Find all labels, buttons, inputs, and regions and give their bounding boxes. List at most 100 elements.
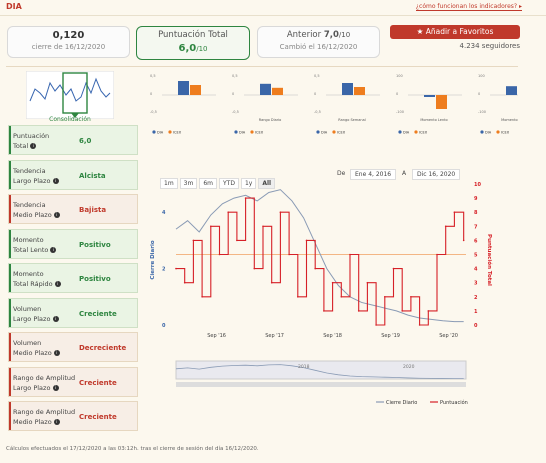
- indicator-card[interactable]: Rango de Amplitud Medio Plazo i Creciente: [8, 401, 138, 431]
- range-button-3m[interactable]: 3m: [179, 178, 198, 189]
- mini-bar-icex: [436, 95, 447, 109]
- legend-dot-icon: [398, 130, 402, 134]
- indicator-accent: [9, 264, 11, 292]
- previous-score-card: Anterior 7,0/10 Cambió el 16/12/2020: [257, 26, 380, 58]
- legend-dot-icon: [414, 130, 418, 134]
- range-button-ytd[interactable]: YTD: [219, 178, 239, 189]
- y-tick-left: 2: [162, 267, 166, 273]
- indicator-label-line2: Medio Plazo: [13, 418, 52, 426]
- mini-indicator-charts: 0,5 0 -0,5 DIA ICEX 0,5 0 -0,5 Rango Diario DIA IC…: [150, 74, 518, 135]
- date-from-input[interactable]: Ene 4, 2016: [350, 169, 397, 180]
- range-button-1y[interactable]: 1y: [240, 178, 257, 189]
- indicator-value: Decreciente: [79, 344, 127, 352]
- x-tick-label: Sep '16: [207, 333, 226, 339]
- indicator-card[interactable]: Puntuación Total i 6,0: [8, 125, 138, 155]
- score-point: [218, 253, 221, 256]
- legend-dia: DIA: [485, 131, 492, 135]
- ticker-symbol: DIA: [6, 2, 22, 11]
- range-button-all[interactable]: All: [258, 178, 276, 189]
- navigator[interactable]: [175, 360, 467, 380]
- indicator-card[interactable]: Volumen Largo Plazo i Creciente: [8, 297, 138, 328]
- mini-tick-label: -100: [396, 110, 404, 114]
- info-icon[interactable]: i: [52, 177, 59, 184]
- y-tick-left: 4: [162, 210, 166, 216]
- indicator-card[interactable]: Tendencia Medio Plazo i Bajista: [8, 194, 138, 224]
- score-point: [418, 324, 421, 326]
- score-point: [227, 211, 229, 213]
- score-point: [331, 281, 334, 284]
- indicator-card[interactable]: Tendencia Largo Plazo i Alcista: [8, 159, 138, 190]
- mini-tick-label: 0,5: [314, 74, 320, 78]
- indicator-card[interactable]: Volumen Medio Plazo i Decreciente: [8, 332, 138, 362]
- score-point: [375, 324, 377, 326]
- info-icon[interactable]: i: [52, 315, 59, 322]
- y-tick-right: 3: [474, 281, 478, 287]
- help-link[interactable]: ¿cómo funcionan los indicadores? ▸: [415, 3, 522, 11]
- mini-bar-dia: [260, 83, 271, 95]
- indicator-value: Creciente: [79, 413, 117, 421]
- legend-dot-icon: [250, 130, 254, 134]
- info-icon[interactable]: i: [52, 384, 59, 391]
- score-title: Puntuación Total: [158, 30, 228, 40]
- info-icon[interactable]: i: [53, 350, 60, 356]
- mini-caption: Momento Lento: [420, 118, 447, 122]
- indicator-card[interactable]: Momento Total Lento i Positivo: [8, 228, 138, 259]
- add-favorites-button[interactable]: ★ Añadir a Favoritos: [390, 25, 520, 39]
- mini-tick-label: 0: [478, 92, 480, 96]
- legend-dia: DIA: [157, 131, 164, 135]
- previous-date: Cambió el 16/12/2020: [279, 43, 358, 51]
- legend-icex: ICEX: [255, 131, 264, 135]
- indicator-value: Positivo: [79, 240, 111, 249]
- mini-bar-dia: [178, 81, 189, 95]
- legend-icex: ICEX: [419, 131, 428, 135]
- indicator-accent: [9, 229, 11, 258]
- score-point: [201, 296, 203, 298]
- score-point: [436, 253, 438, 256]
- indicator-value: Creciente: [79, 378, 117, 387]
- date-to-input[interactable]: Dic 16, 2020: [412, 169, 461, 180]
- range-button-1m[interactable]: 1m: [160, 178, 178, 189]
- mini-bar-icex: [190, 85, 201, 95]
- indicator-card[interactable]: Rango de Amplitud Largo Plazo i Creciente: [8, 366, 138, 397]
- mini-tick-label: 0: [232, 92, 234, 96]
- score-point: [340, 296, 343, 298]
- navigator-tick: 2020: [403, 364, 415, 370]
- info-icon[interactable]: i: [30, 143, 37, 149]
- indicator-label-line1: Tendencia: [13, 201, 46, 209]
- legend-dot-icon: [152, 130, 156, 134]
- navigator-scrollbar[interactable]: [176, 382, 466, 387]
- mini-tick-label: -100: [478, 110, 486, 114]
- indicator-accent: [9, 195, 11, 223]
- consolidation-label: Consolidación: [49, 116, 91, 123]
- score-point: [262, 225, 264, 228]
- consolidation-pointer-icon: [71, 113, 79, 118]
- indicator-value: 6,0: [79, 137, 92, 145]
- series-line-cierre: [175, 189, 464, 323]
- info-icon[interactable]: i: [50, 246, 57, 253]
- score-point: [192, 239, 195, 242]
- y-tick-right: 1: [474, 309, 478, 315]
- info-icon[interactable]: i: [53, 419, 60, 425]
- mini-caption: Momento Rápido: [501, 118, 518, 122]
- legend-icex: ICEX: [501, 131, 510, 135]
- score-denom: /10: [196, 45, 208, 53]
- mini-bar-dia: [342, 83, 353, 95]
- indicator-label-line1: Momento: [13, 235, 44, 244]
- y-tick-right: 8: [474, 210, 478, 216]
- previous-title: Anterior: [286, 30, 324, 40]
- range-button-6m[interactable]: 6m: [199, 178, 218, 189]
- indicator-card[interactable]: Momento Total Rápido i Positivo: [8, 263, 138, 293]
- info-icon[interactable]: i: [53, 212, 60, 218]
- mini-caption: Rango Diario: [259, 118, 282, 122]
- indicator-value: Creciente: [79, 309, 117, 318]
- info-icon[interactable]: i: [54, 281, 61, 287]
- indicator-label: Momento Total Rápido i: [13, 269, 77, 289]
- legend-dot-icon: [234, 130, 238, 134]
- score-point: [279, 211, 282, 213]
- mini-tick-label: 0: [396, 92, 398, 96]
- indicator-label-line2: Largo Plazo: [13, 176, 51, 185]
- score-point: [462, 239, 465, 242]
- legend-dot-icon: [168, 130, 172, 134]
- score-point: [297, 296, 299, 298]
- x-tick-label: Sep '17: [265, 333, 284, 339]
